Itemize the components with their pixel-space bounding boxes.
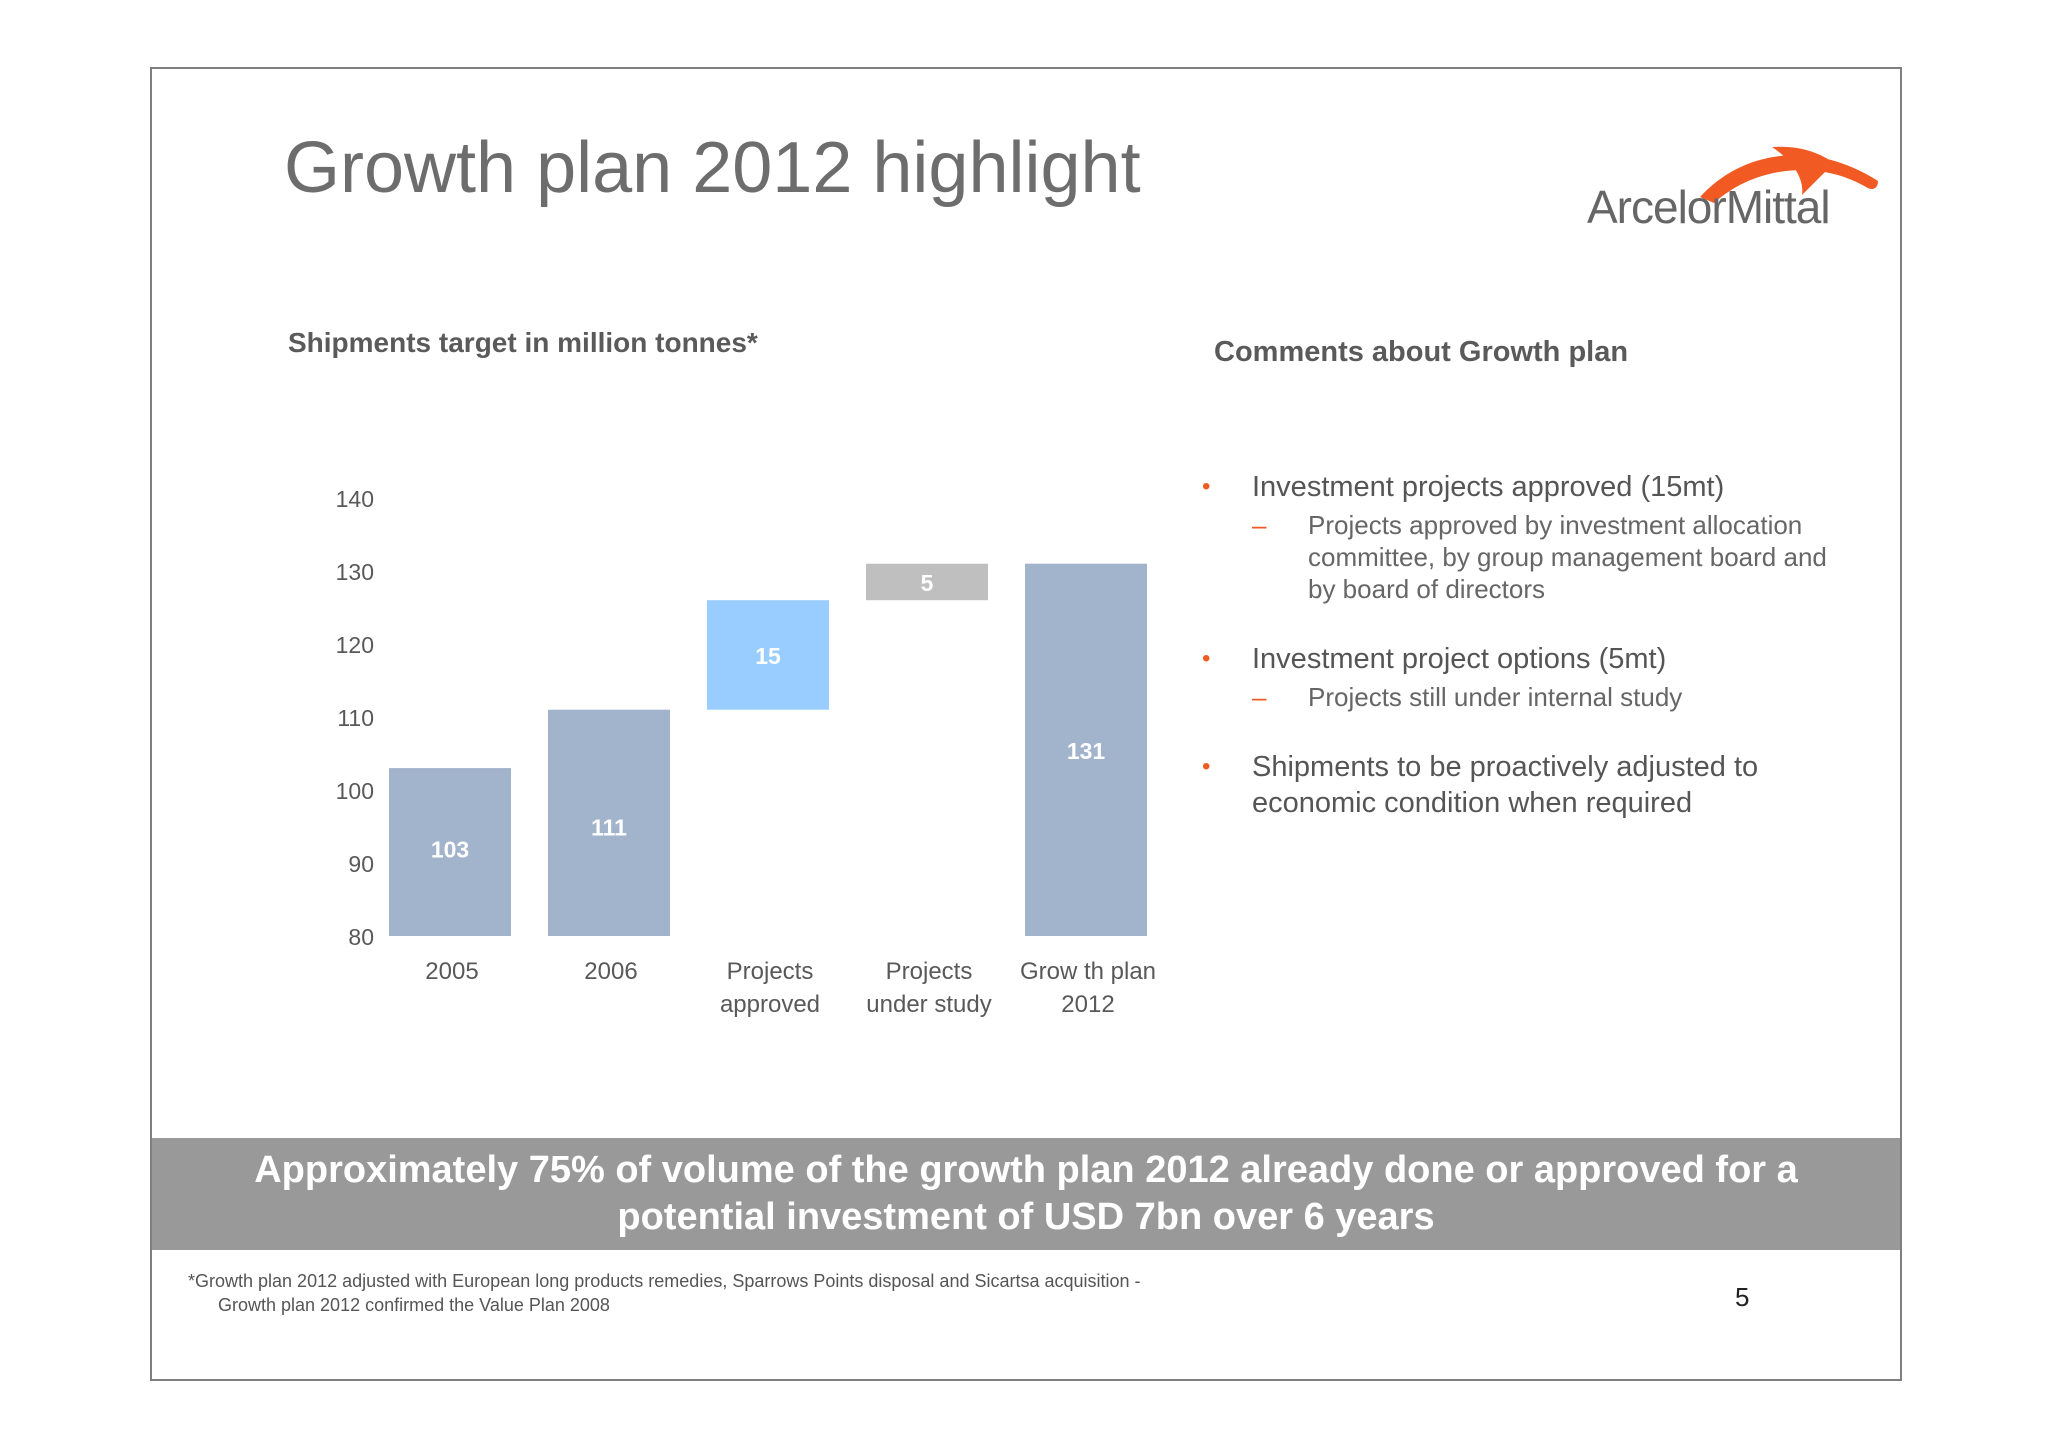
bar — [389, 768, 511, 936]
y-tick-label: 100 — [336, 778, 374, 804]
bullet-text: Investment projects approved (15mt) — [1202, 469, 1862, 505]
data-label: 15 — [755, 643, 781, 669]
dash-marker: – — [1252, 682, 1267, 712]
bar — [548, 709, 670, 936]
y-tick-label: 130 — [336, 559, 374, 585]
y-tick-label: 120 — [336, 632, 374, 658]
dash-marker: – — [1252, 510, 1267, 540]
chart-title: Shipments target in million tonnes* — [288, 327, 758, 358]
comments-title: Comments about Growth plan — [1214, 336, 1629, 368]
footnote: *Growth plan 2012 adjusted with European… — [188, 1269, 1141, 1317]
data-label: 111 — [591, 815, 627, 841]
bullet-line: economic condition when required — [1252, 787, 1693, 819]
data-label: 103 — [431, 836, 469, 862]
x-tick-label: 2006 — [584, 958, 637, 985]
bullet-text: Investment project options (5mt) — [1202, 641, 1862, 677]
data-label: 131 — [1067, 738, 1106, 764]
sub-bullet-line: by board of directors — [1308, 574, 1546, 604]
x-tick-label: Projects — [886, 958, 973, 985]
page-title: Growth plan 2012 highlight — [284, 128, 1141, 208]
bar — [866, 563, 988, 601]
bullet-line: Shipments to be proactively adjusted to — [1252, 751, 1759, 783]
waterfall-chart: 80 90 100 110 120 130 140 103 2005 111 2006 15 Proje… — [336, 486, 1156, 1018]
data-label: 5 — [921, 570, 934, 596]
page-number: 5 — [1735, 1282, 1750, 1312]
logo-text: ArcelorMittal — [1587, 181, 1831, 233]
x-tick-label: approved — [720, 991, 820, 1018]
sub-bullet-line: Projects approved by investment allocati… — [1308, 510, 1803, 540]
banner-line: Approximately 75% of volume of the growt… — [254, 1149, 1798, 1191]
x-tick-label: under study — [866, 991, 991, 1018]
list-item: Investment project options (5mt) – Proje… — [1202, 641, 1862, 713]
bullet-text: Shipments to be proactively adjusted to … — [1202, 749, 1862, 821]
comments-list: Investment projects approved (15mt) – Pr… — [1202, 469, 1862, 857]
footnote-line: Growth plan 2012 confirmed the Value Pla… — [218, 1295, 610, 1315]
list-item: Investment projects approved (15mt) – Pr… — [1202, 469, 1862, 605]
bar — [707, 600, 829, 710]
x-tick-label: 2005 — [425, 958, 478, 985]
sub-bullet: – Projects approved by investment alloca… — [1202, 509, 1862, 605]
banner-line: potential investment of USD 7bn over 6 y… — [617, 1196, 1435, 1238]
conclusion-banner: Approximately 75% of volume of the growt… — [152, 1138, 1900, 1250]
footnote-line: *Growth plan 2012 adjusted with European… — [188, 1271, 1141, 1291]
y-tick-label: 140 — [336, 486, 374, 512]
y-tick-label: 110 — [337, 705, 374, 731]
sub-bullet-line: committee, by group management board and — [1308, 542, 1827, 572]
sub-bullet-line: Projects still under internal study — [1308, 682, 1683, 712]
x-tick-label: Projects — [727, 958, 814, 985]
x-tick-label: Grow th plan — [1020, 958, 1156, 985]
sub-bullet: – Projects still under internal study — [1202, 681, 1862, 713]
y-tick-label: 80 — [348, 924, 374, 950]
x-tick-label: 2012 — [1061, 991, 1114, 1018]
bar — [1025, 563, 1147, 936]
arcelormittal-logo-icon — [1700, 146, 1878, 203]
list-item: Shipments to be proactively adjusted to … — [1202, 749, 1862, 821]
y-tick-label: 90 — [348, 851, 374, 877]
slide: Growth plan 2012 highlight ArcelorMittal… — [150, 67, 1902, 1381]
